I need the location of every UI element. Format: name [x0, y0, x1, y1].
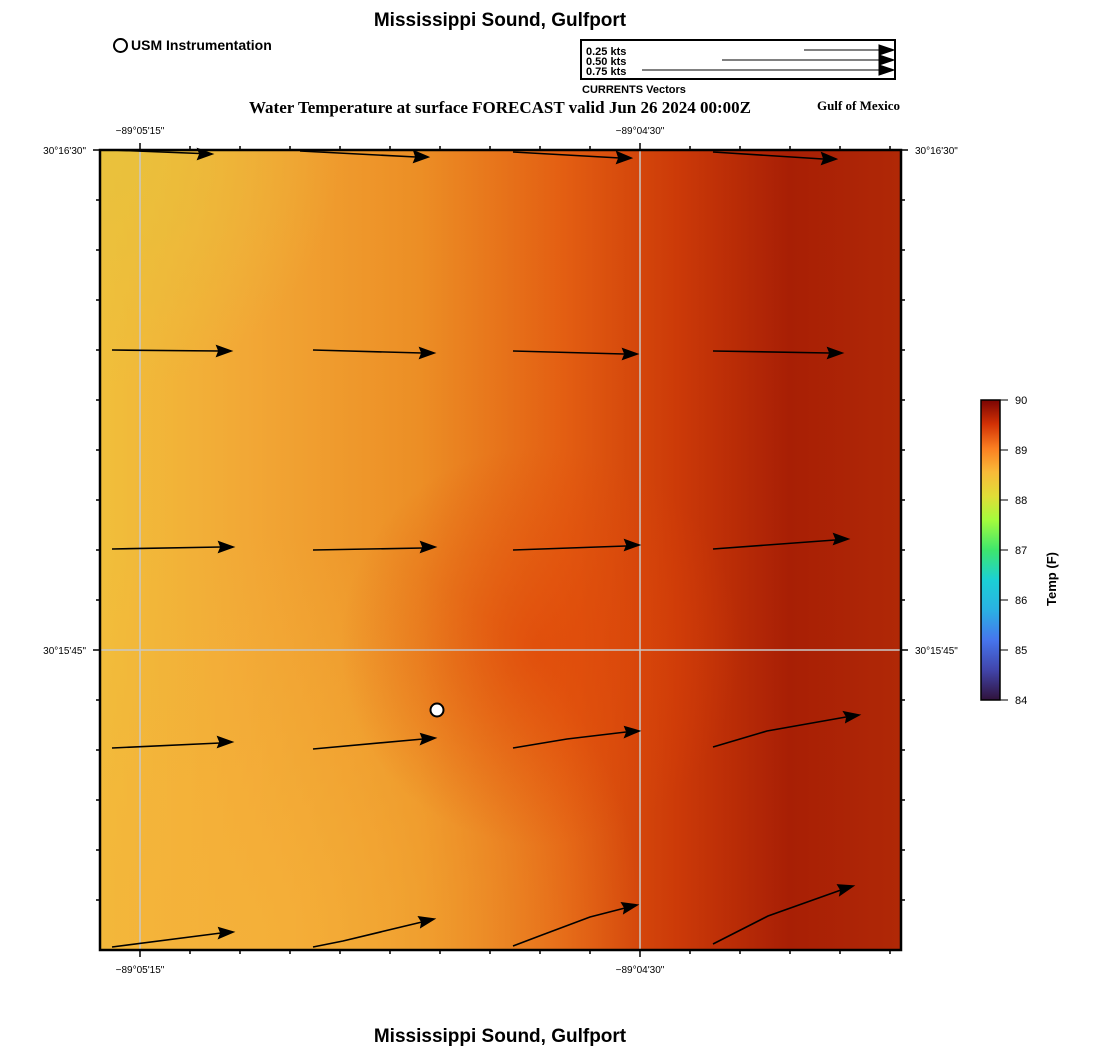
map-title: Mississippi Sound, Gulfport — [373, 10, 627, 31]
current-vector-arrow — [512, 347, 640, 361]
current-vector-arrow — [712, 532, 851, 550]
station-marker-icon — [113, 37, 128, 53]
current-vector-arrow — [712, 884, 856, 945]
current-vector-arrow — [512, 538, 642, 552]
colorbar-tick-label: 85 — [1015, 645, 1027, 657]
current-vector-arrow — [712, 710, 862, 748]
colorbar-tick-label: 84 — [1015, 695, 1027, 707]
current-vector-arrow — [111, 540, 236, 554]
usm-station-marker[interactable] — [429, 702, 445, 718]
colorbar-tick-label: 88 — [1015, 495, 1027, 507]
vector-legend-label-2: 0.50 kts — [586, 56, 626, 68]
current-vector-arrow — [512, 150, 634, 165]
legend-arrow-icon — [878, 64, 896, 76]
current-vector-arrow — [512, 901, 640, 947]
lat-label-left-2: 30°15'45" — [43, 646, 86, 657]
map-subtitle: Water Temperature at surface FORECAST va… — [249, 98, 751, 117]
lat-label-right-1: 30°16'30" — [915, 146, 958, 157]
current-vector-arrow — [312, 346, 437, 360]
colorbar: 90 89 88 87 86 85 84 Temp (F) — [980, 395, 1059, 707]
colorbar-tick-label: 89 — [1015, 445, 1027, 457]
lat-label-right-2: 30°15'45" — [915, 646, 958, 657]
lon-label-bottom-2: −89°04'30" — [616, 965, 665, 976]
colorbar-tick-label: 86 — [1015, 595, 1027, 607]
current-vector-arrow — [512, 725, 642, 749]
colorbar-title: Temp (F) — [1044, 552, 1059, 606]
current-vector-arrow — [111, 926, 236, 948]
region-label: Gulf of Mexico — [816, 98, 900, 113]
current-vector-arrow — [312, 732, 438, 750]
current-vector-arrow — [111, 735, 235, 749]
current-vector-arrow — [312, 915, 437, 948]
lon-label-top-1: −89°05'15" — [116, 126, 165, 137]
lon-label-top-2: −89°04'30" — [616, 126, 665, 137]
legend-arrow-icon — [878, 54, 896, 66]
axis-ticks — [93, 143, 908, 957]
current-vector-arrow — [712, 346, 845, 360]
colorbar-tick-label: 87 — [1015, 545, 1027, 557]
station-legend: USM Instrumentation — [113, 37, 272, 53]
temperature-field — [100, 150, 901, 950]
lat-label-left-1: 30°16'30" — [43, 146, 86, 157]
current-vector-arrow — [111, 344, 234, 358]
graticule — [100, 150, 901, 950]
current-vector-arrow — [712, 151, 839, 166]
lon-label-bottom-1: −89°05'15" — [116, 965, 165, 976]
map-title-bottom: Mississippi Sound, Gulfport — [373, 1026, 627, 1047]
station-legend-label: USM Instrumentation — [131, 37, 272, 53]
current-vector-arrow — [299, 149, 431, 164]
current-vector-arrow — [312, 540, 438, 554]
vector-legend-caption: CURRENTS Vectors — [582, 84, 686, 96]
vector-legend: 0.25 kts 0.50 kts 0.75 kts — [580, 39, 896, 80]
colorbar-tick-label: 90 — [1015, 395, 1027, 407]
vector-legend-label-1: 0.25 kts — [586, 46, 626, 58]
current-vectors — [111, 147, 862, 948]
vector-legend-label-3: 0.75 kts — [586, 66, 626, 78]
legend-arrow-icon — [878, 44, 896, 56]
